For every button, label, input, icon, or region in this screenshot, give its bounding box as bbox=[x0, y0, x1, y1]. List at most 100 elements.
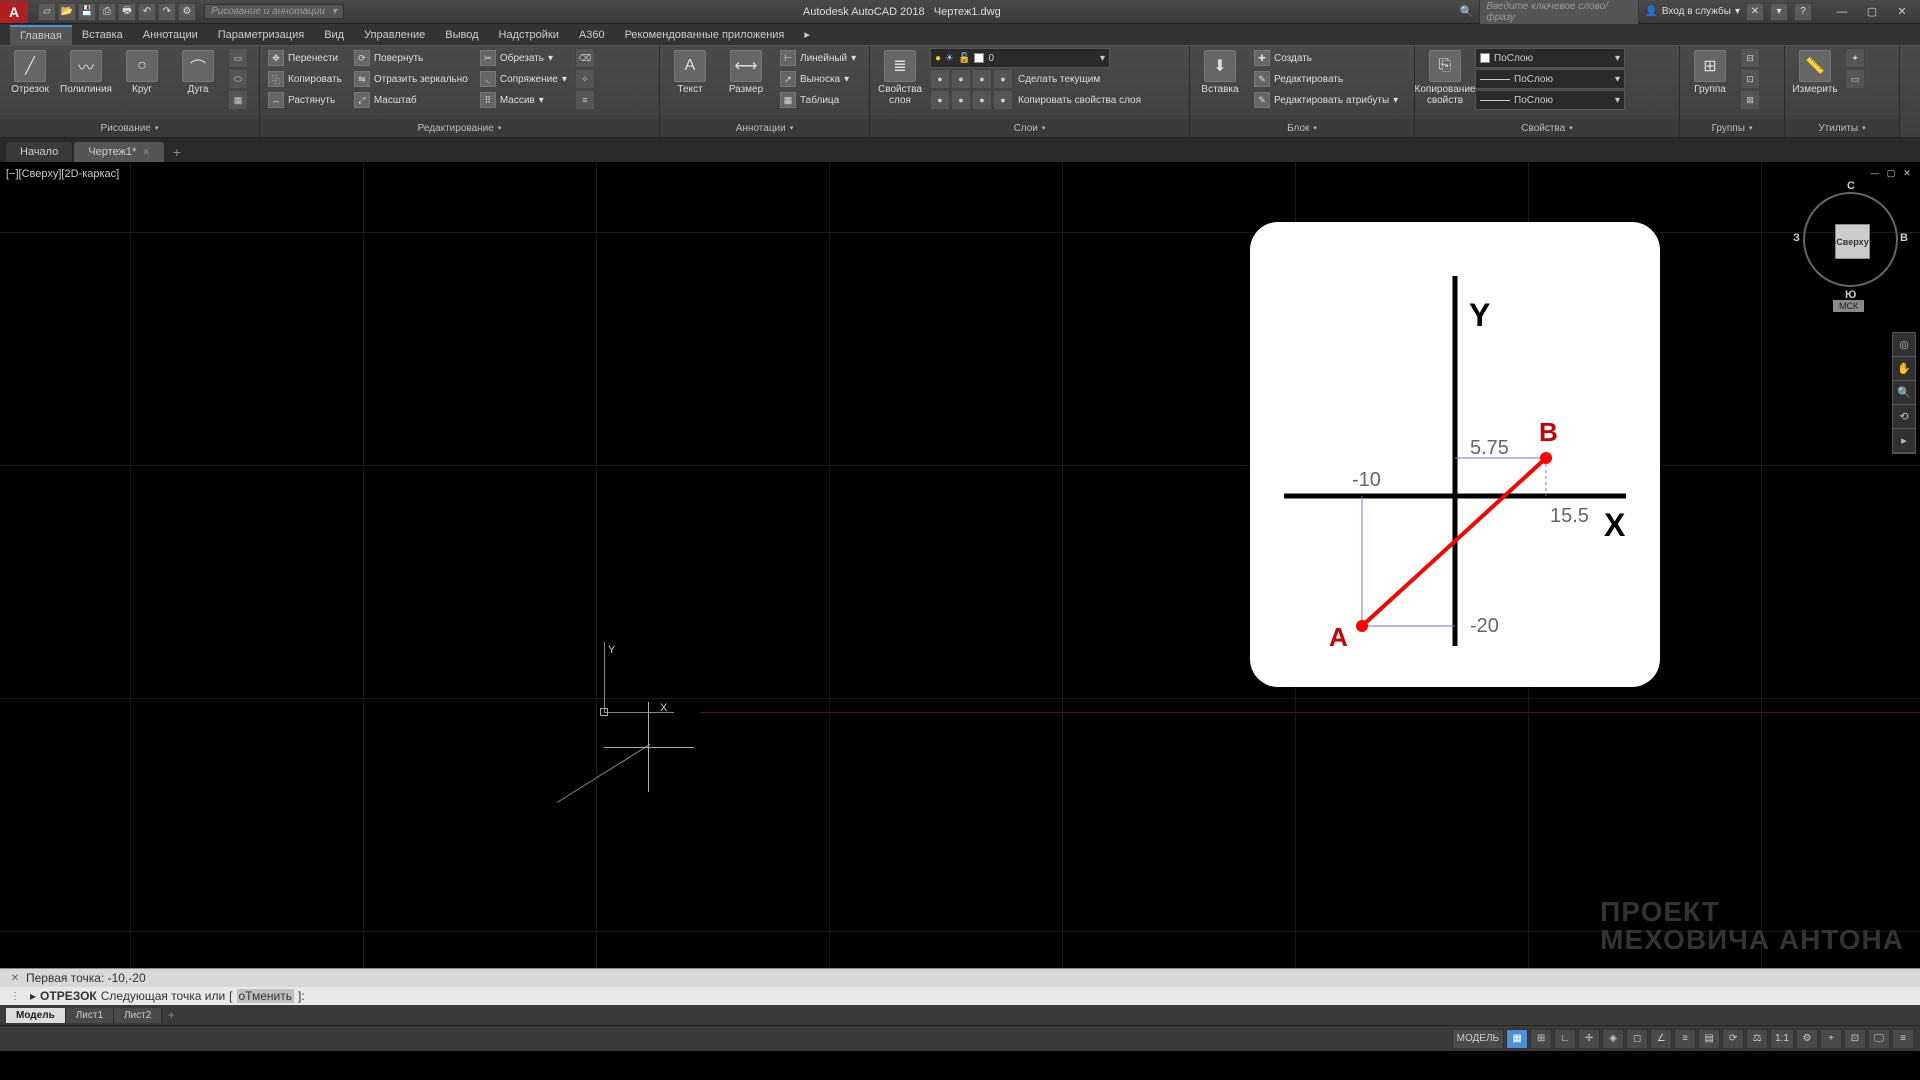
panel-annot-title[interactable]: Аннотации bbox=[660, 119, 869, 137]
panel-block-title[interactable]: Блок bbox=[1190, 119, 1414, 137]
app-menu-button[interactable]: A bbox=[0, 1, 28, 23]
orbit-icon[interactable]: ⟲ bbox=[1893, 405, 1915, 429]
drawing-canvas[interactable]: [−][Сверху][2D-каркас] — ▢ ✕ Y X Y X bbox=[0, 162, 1920, 968]
tab-addins[interactable]: Надстройки bbox=[489, 26, 569, 44]
workspace-dropdown[interactable]: Рисование и аннотации▾ bbox=[204, 4, 344, 19]
zoom-icon[interactable]: 🔍 bbox=[1893, 381, 1915, 405]
ungroup-icon[interactable]: ⊟ bbox=[1740, 48, 1760, 68]
move-button[interactable]: ✥Перенести bbox=[264, 48, 346, 68]
panel-draw-title[interactable]: Рисование bbox=[0, 119, 259, 137]
lineweight-toggle[interactable]: ≡ bbox=[1674, 1029, 1696, 1049]
osnap-toggle[interactable]: ◻ bbox=[1626, 1029, 1648, 1049]
help-icon[interactable]: ? bbox=[1794, 3, 1812, 21]
polyline-button[interactable]: 〰Полилиния bbox=[60, 48, 112, 97]
signin-button[interactable]: 👤 Вход в службы ▾ bbox=[1645, 6, 1740, 17]
minimize-button[interactable]: — bbox=[1828, 3, 1856, 21]
make-current-button[interactable]: Сделать текущим bbox=[1014, 69, 1104, 89]
layer-tool-icon[interactable]: ● bbox=[930, 69, 950, 89]
steering-wheel-icon[interactable]: ◎ bbox=[1893, 333, 1915, 357]
redo-icon[interactable]: ↷ bbox=[158, 3, 176, 21]
layer-tool-icon[interactable]: ● bbox=[930, 90, 950, 110]
fillet-button[interactable]: ◟Сопряжение▾ bbox=[476, 69, 571, 89]
dimension-button[interactable]: ⟷Размер bbox=[720, 48, 772, 97]
tab-output[interactable]: Вывод bbox=[435, 26, 488, 44]
undo-icon[interactable]: ↶ bbox=[138, 3, 156, 21]
rect-icon[interactable]: ▭ bbox=[228, 48, 248, 68]
plot-icon[interactable]: 🖶 bbox=[118, 3, 136, 21]
circle-button[interactable]: ○Круг bbox=[116, 48, 168, 97]
vp-close-icon[interactable]: ✕ bbox=[1900, 168, 1914, 180]
settings-icon[interactable]: ⚙ bbox=[178, 3, 196, 21]
search-input[interactable]: Введите ключевое слово/фразу bbox=[1479, 0, 1639, 25]
scale-button[interactable]: 1:1 bbox=[1770, 1029, 1794, 1049]
offset-icon[interactable]: ≡ bbox=[575, 90, 595, 110]
panel-layers-title[interactable]: Слои bbox=[870, 119, 1189, 137]
line-button[interactable]: ╱Отрезок bbox=[4, 48, 56, 97]
leader-button[interactable]: ↗Выноска▾ bbox=[776, 69, 860, 89]
layer-tool-icon[interactable]: ● bbox=[972, 90, 992, 110]
linetype-dropdown[interactable]: ПоСлою▾ bbox=[1475, 90, 1625, 110]
tab-home[interactable]: Главная bbox=[10, 25, 72, 45]
groupsel-icon[interactable]: ⊠ bbox=[1740, 90, 1760, 110]
gear-icon[interactable]: ⚙ bbox=[1796, 1029, 1818, 1049]
transparency-toggle[interactable]: ▤ bbox=[1698, 1029, 1720, 1049]
ellipse-icon[interactable]: ⬭ bbox=[228, 69, 248, 89]
tab-a360[interactable]: A360 bbox=[569, 26, 615, 44]
edit-attr-button[interactable]: ✎Редактировать атрибуты▾ bbox=[1250, 90, 1402, 110]
viewcube-ring[interactable]: Сверху С Ю В З bbox=[1803, 192, 1898, 287]
showmotion-icon[interactable]: ▸ bbox=[1893, 429, 1915, 453]
tab-play-icon[interactable]: ▸ bbox=[794, 25, 820, 44]
tab-annotate[interactable]: Аннотации bbox=[133, 26, 208, 44]
command-option[interactable]: оТменить bbox=[237, 989, 294, 1003]
polar-toggle[interactable]: ✛ bbox=[1578, 1029, 1600, 1049]
panel-groups-title[interactable]: Группы bbox=[1680, 119, 1784, 137]
layer-tool-icon[interactable]: ● bbox=[993, 69, 1013, 89]
explode-icon[interactable]: ✧ bbox=[575, 69, 595, 89]
iso-toggle[interactable]: ◈ bbox=[1602, 1029, 1624, 1049]
array-button[interactable]: ⠿Массив▾ bbox=[476, 90, 571, 110]
new-icon[interactable]: ▱ bbox=[38, 3, 56, 21]
cmd-handle-icon[interactable]: ⋮ bbox=[8, 991, 22, 1002]
measure-button[interactable]: 📏Измерить bbox=[1789, 48, 1841, 97]
trim-button[interactable]: ✂Обрезать▾ bbox=[476, 48, 571, 68]
close-tab-icon[interactable]: ✕ bbox=[142, 147, 150, 158]
lineweight-dropdown[interactable]: ПоСлою▾ bbox=[1475, 69, 1625, 89]
annoscale-button[interactable]: ⚖ bbox=[1746, 1029, 1768, 1049]
layer-props-button[interactable]: ≣Свойства слоя bbox=[874, 48, 926, 108]
model-tab[interactable]: Модель bbox=[6, 1008, 66, 1023]
match-props-button[interactable]: ⎘Копирование свойств bbox=[1419, 48, 1471, 108]
viewcube[interactable]: Сверху С Ю В З МСК bbox=[1803, 192, 1898, 352]
tab-featured[interactable]: Рекомендованные приложения bbox=[615, 26, 795, 44]
start-tab[interactable]: Начало bbox=[6, 142, 72, 162]
add-status-icon[interactable]: + bbox=[1820, 1029, 1842, 1049]
exchange-icon[interactable]: ✕ bbox=[1746, 3, 1764, 21]
viewcube-west[interactable]: З bbox=[1793, 232, 1800, 244]
group-button[interactable]: ⊞Группа bbox=[1684, 48, 1736, 97]
maximize-button[interactable]: ▢ bbox=[1858, 3, 1886, 21]
workspace-icon[interactable]: ⊡ bbox=[1844, 1029, 1866, 1049]
grid-toggle[interactable]: ▦ bbox=[1506, 1029, 1528, 1049]
otrack-toggle[interactable]: ∠ bbox=[1650, 1029, 1672, 1049]
document-tab[interactable]: Чертеж1*✕ bbox=[74, 142, 164, 162]
monitor-icon[interactable]: 🖵 bbox=[1868, 1029, 1890, 1049]
vp-min-icon[interactable]: — bbox=[1868, 168, 1882, 180]
tab-view[interactable]: Вид bbox=[314, 26, 354, 44]
panel-modify-title[interactable]: Редактирование bbox=[260, 119, 659, 137]
open-icon[interactable]: 📂 bbox=[58, 3, 76, 21]
viewcube-north[interactable]: С bbox=[1847, 180, 1855, 192]
command-line[interactable]: ✕ Первая точка: -10,-20 ⋮ ▸ ОТРЕЗОК След… bbox=[0, 968, 1920, 1005]
layer-tool-icon[interactable]: ● bbox=[951, 90, 971, 110]
ortho-toggle[interactable]: ∟ bbox=[1554, 1029, 1576, 1049]
add-layout-button[interactable]: + bbox=[162, 1008, 180, 1022]
customize-icon[interactable]: ≡ bbox=[1892, 1029, 1914, 1049]
edit-block-button[interactable]: ✎Редактировать bbox=[1250, 69, 1402, 89]
tab-parametric[interactable]: Параметризация bbox=[208, 26, 314, 44]
snap-toggle[interactable]: ⊞ bbox=[1530, 1029, 1552, 1049]
tab-insert[interactable]: Вставка bbox=[72, 26, 133, 44]
viewcube-wcs[interactable]: МСК bbox=[1833, 300, 1864, 312]
insert-button[interactable]: ⬇Вставка bbox=[1194, 48, 1246, 97]
match-layer-button[interactable]: Копировать свойства слоя bbox=[1014, 90, 1145, 110]
layout1-tab[interactable]: Лист1 bbox=[66, 1008, 114, 1023]
cycling-toggle[interactable]: ⟳ bbox=[1722, 1029, 1744, 1049]
erase-icon[interactable]: ⌫ bbox=[575, 48, 595, 68]
